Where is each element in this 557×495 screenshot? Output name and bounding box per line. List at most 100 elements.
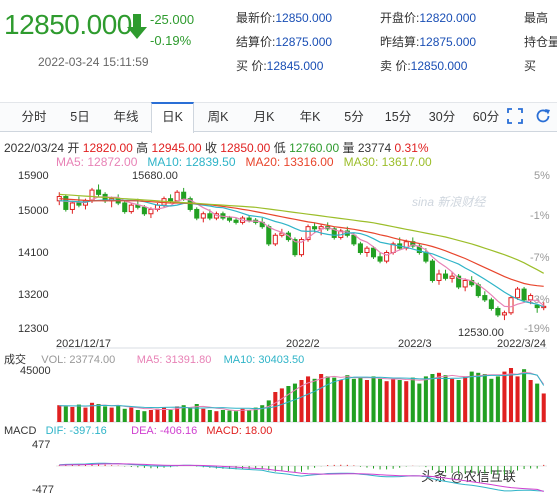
candle-body: [312, 226, 318, 230]
refresh-icon[interactable]: [534, 107, 552, 125]
ma-legend: MA5: 12872.00 MA10: 12839.50 MA20: 13316…: [56, 155, 432, 169]
candle-body: [442, 273, 449, 279]
x-axis-label: 2021/12/17: [56, 338, 112, 350]
candle-body: [521, 288, 527, 301]
tab-daily-k[interactable]: 日K: [151, 102, 194, 133]
volume-bar: [175, 406, 180, 422]
tab-30min[interactable]: 30分: [428, 110, 456, 124]
tab-weekly-k[interactable]: 周K: [207, 110, 229, 124]
candle-body: [495, 307, 501, 316]
volume-bar: [168, 410, 173, 422]
tab-5min[interactable]: 5分: [344, 110, 364, 124]
tab-yearly-k[interactable]: 年K: [299, 110, 321, 124]
ohlc-summary: 2022/03/24 开 12820.00 高 12945.00 收 12850…: [4, 139, 429, 156]
candle-body: [233, 219, 239, 223]
fullscreen-icon[interactable]: [507, 108, 523, 124]
quote-row-ask: 卖 价:12850.000: [380, 59, 468, 73]
volume-bar: [155, 408, 160, 422]
volume-label: 量: [342, 141, 355, 155]
ma20-line: [59, 198, 544, 287]
volume-bar: [292, 383, 297, 422]
volume-bar: [515, 376, 520, 422]
candle-body: [272, 234, 278, 245]
tab-5day[interactable]: 5日: [70, 110, 90, 124]
quote-row-prev-settle: 昨结算:12875.000: [380, 35, 477, 49]
candle-body: [266, 226, 272, 245]
volume-bar: [404, 381, 409, 422]
pct-axis-label: -7%: [530, 252, 550, 264]
volume-axis-label: 45000: [20, 365, 51, 377]
macd-axis-top: 477: [32, 439, 51, 451]
candle-body: [370, 247, 377, 258]
macd-panel-title: MACD: [4, 425, 37, 437]
volume-bar: [240, 408, 245, 422]
candle-body: [69, 202, 75, 210]
down-arrow-icon: [127, 14, 147, 39]
tab-60min[interactable]: 60分: [472, 110, 500, 124]
candle-body: [181, 191, 187, 200]
volume-bar: [463, 376, 468, 422]
candle-body: [456, 275, 462, 288]
quote-row-bid: 买 价:12845.000: [236, 59, 324, 73]
volume-bar: [116, 405, 121, 422]
volume-bar: [358, 377, 363, 422]
period-low-label: 12530.00: [458, 327, 504, 339]
volume-bar: [528, 380, 533, 422]
quote-column-1: 最新价:12850.000 结算价:12875.000 买 价:12845.00…: [236, 6, 332, 78]
volume-bar: [495, 376, 500, 422]
volume-bar: [266, 400, 271, 422]
vol-value: VOL: 23774.00: [41, 354, 116, 366]
high-label: 高: [136, 141, 149, 155]
candle-body: [279, 232, 285, 236]
candle-body: [482, 295, 488, 301]
price-change-pct: -0.19%: [150, 33, 192, 48]
volume-bar: [345, 375, 350, 422]
volume-bar: [384, 381, 389, 422]
volume-bar: [63, 406, 68, 422]
macd-dea: DEA: -406.16: [131, 425, 198, 437]
quote-row-settle: 结算价:12875.000: [236, 35, 333, 49]
volume-bar: [378, 378, 383, 422]
candle-body: [168, 198, 174, 202]
ma20-legend: MA20: 13316.00: [245, 155, 334, 169]
candle-body: [508, 297, 514, 314]
candle-body: [515, 288, 521, 299]
quote-row-last: 最新价:12850.000: [236, 11, 333, 25]
volume-bar: [508, 368, 514, 422]
quote-header: 12850.000 -25.000 -0.19% 2022-03-24 15:1…: [0, 0, 557, 100]
volume-bar: [312, 378, 317, 422]
macd-dif-line: [59, 462, 544, 492]
volume-bar: [227, 410, 232, 422]
candle-body: [528, 295, 534, 301]
volume-bar: [142, 411, 147, 422]
candle-body: [246, 217, 252, 221]
candle-body: [194, 208, 200, 219]
tab-monthly-k[interactable]: 月K: [253, 110, 275, 124]
bar-date: 2022/03/24: [4, 141, 65, 155]
open-label: 开: [67, 141, 80, 155]
candle-body: [423, 252, 429, 262]
candle-body: [292, 239, 298, 256]
volume-bar: [443, 375, 448, 422]
tab-15min[interactable]: 15分: [384, 110, 412, 124]
tab-intraday[interactable]: 分时: [21, 110, 47, 124]
last-price: 12850.000: [4, 9, 132, 40]
macd-value: MACD: 18.00: [206, 425, 273, 437]
volume-bar: [234, 411, 239, 422]
period-high-label: 15680.00: [132, 170, 178, 182]
volume-bar: [207, 410, 212, 422]
volume-bar: [109, 407, 114, 422]
macd-axis-bottom: -477: [32, 484, 55, 495]
volume-bar: [96, 404, 101, 422]
vol-ma5: MA5: 31391.80: [136, 354, 212, 366]
volume-bar: [541, 393, 546, 422]
period-tabs: 分时 5日 年线 日K 周K 月K 年K 5分 15分 30分 60分: [0, 102, 557, 133]
price-axis-label: 15900: [18, 170, 49, 182]
volume-bar: [89, 402, 95, 422]
tab-year-line[interactable]: 年线: [113, 110, 139, 124]
quote-row-buy: 买: [524, 59, 537, 73]
candle-body: [534, 304, 540, 309]
x-axis-label: 2022/3/24: [497, 338, 546, 350]
volume-bar: [161, 407, 167, 422]
